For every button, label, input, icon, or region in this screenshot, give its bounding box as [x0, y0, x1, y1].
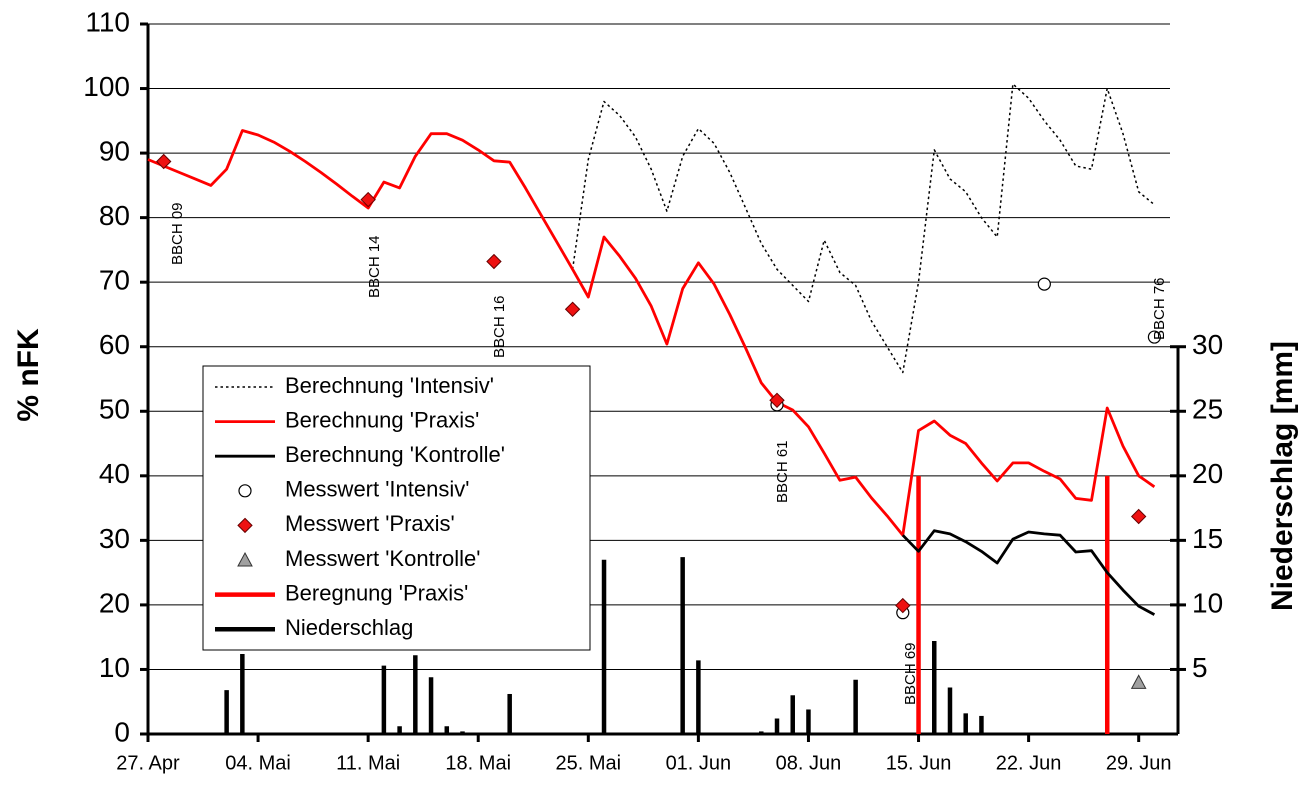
y2-tick-label: 20 — [1192, 458, 1223, 489]
x-tick-label: 11. Mai — [336, 752, 400, 774]
y-tick-label: 30 — [99, 523, 130, 554]
marker — [360, 191, 376, 208]
annotation: BBCH 09 — [169, 202, 186, 265]
y2-tick-label: 25 — [1192, 394, 1223, 425]
y2-tick-label: 30 — [1192, 329, 1223, 360]
y-tick-label: 70 — [99, 265, 130, 296]
line — [147, 129, 1156, 537]
x-tick-label: 18. Mai — [445, 752, 511, 774]
marker — [1037, 277, 1051, 291]
y-tick-label: 60 — [99, 329, 130, 360]
y-tick-label: 40 — [99, 458, 130, 489]
marker — [486, 253, 502, 270]
legend-label: Messwert 'Kontrolle' — [285, 546, 480, 571]
legend-label: Berechnung 'Praxis' — [285, 407, 479, 432]
x-tick-label: 15. Jun — [886, 752, 952, 774]
marker — [895, 597, 911, 614]
legend-label: Berechnung 'Kontrolle' — [285, 442, 505, 467]
y-tick-label: 50 — [99, 394, 130, 425]
line — [901, 529, 1156, 616]
y2-tick-label: 10 — [1192, 587, 1223, 618]
x-tick-label: 04. Mai — [225, 752, 291, 774]
y-tick-label: 80 — [99, 200, 130, 231]
line — [571, 83, 1155, 374]
y-tick-label: 20 — [99, 587, 130, 618]
marker — [564, 301, 581, 317]
y-tick-label: 0 — [114, 716, 130, 747]
legend-label: Beregnung 'Praxis' — [285, 580, 468, 605]
legend-label: Messwert 'Intensiv' — [285, 477, 469, 502]
annotation: BBCH 14 — [366, 235, 383, 298]
annotation: BBCH 76 — [1151, 277, 1168, 340]
annotation: BBCH 61 — [774, 440, 791, 503]
legend-box — [202, 365, 591, 651]
y2-axis-title: Niederschlag [mm] — [1266, 341, 1299, 611]
y-tick-label: 10 — [99, 652, 130, 683]
legend-label: Berechnung 'Intensiv' — [285, 373, 494, 398]
legend-label: Messwert 'Praxis' — [285, 511, 455, 536]
legend-swatch — [237, 517, 253, 534]
legend-label: Niederschlag — [285, 615, 413, 640]
y2-tick-label: 5 — [1192, 652, 1208, 683]
x-tick-label: 29. Jun — [1106, 752, 1172, 774]
x-tick-label: 27. Apr — [116, 752, 180, 774]
x-tick-label: 01. Jun — [666, 752, 732, 774]
y-tick-label: 100 — [83, 71, 130, 102]
x-tick-label: 08. Jun — [776, 752, 842, 774]
legend-swatch — [238, 484, 252, 498]
marker — [1130, 674, 1147, 689]
marker — [769, 392, 785, 409]
legend-swatch — [237, 551, 253, 567]
marker — [1147, 330, 1162, 344]
marker — [156, 153, 172, 170]
y-tick-label: 110 — [85, 6, 130, 37]
marker — [1130, 508, 1147, 525]
x-tick-label: 22. Jun — [996, 752, 1062, 774]
x-tick-label: 25. Mai — [556, 752, 622, 774]
y-tick-label: 90 — [99, 135, 130, 166]
annotation: BBCH 16 — [491, 295, 508, 358]
annotation: BBCH 69 — [902, 642, 919, 705]
y-axis-title: % nFK — [12, 328, 45, 422]
y2-tick-label: 15 — [1192, 523, 1223, 554]
